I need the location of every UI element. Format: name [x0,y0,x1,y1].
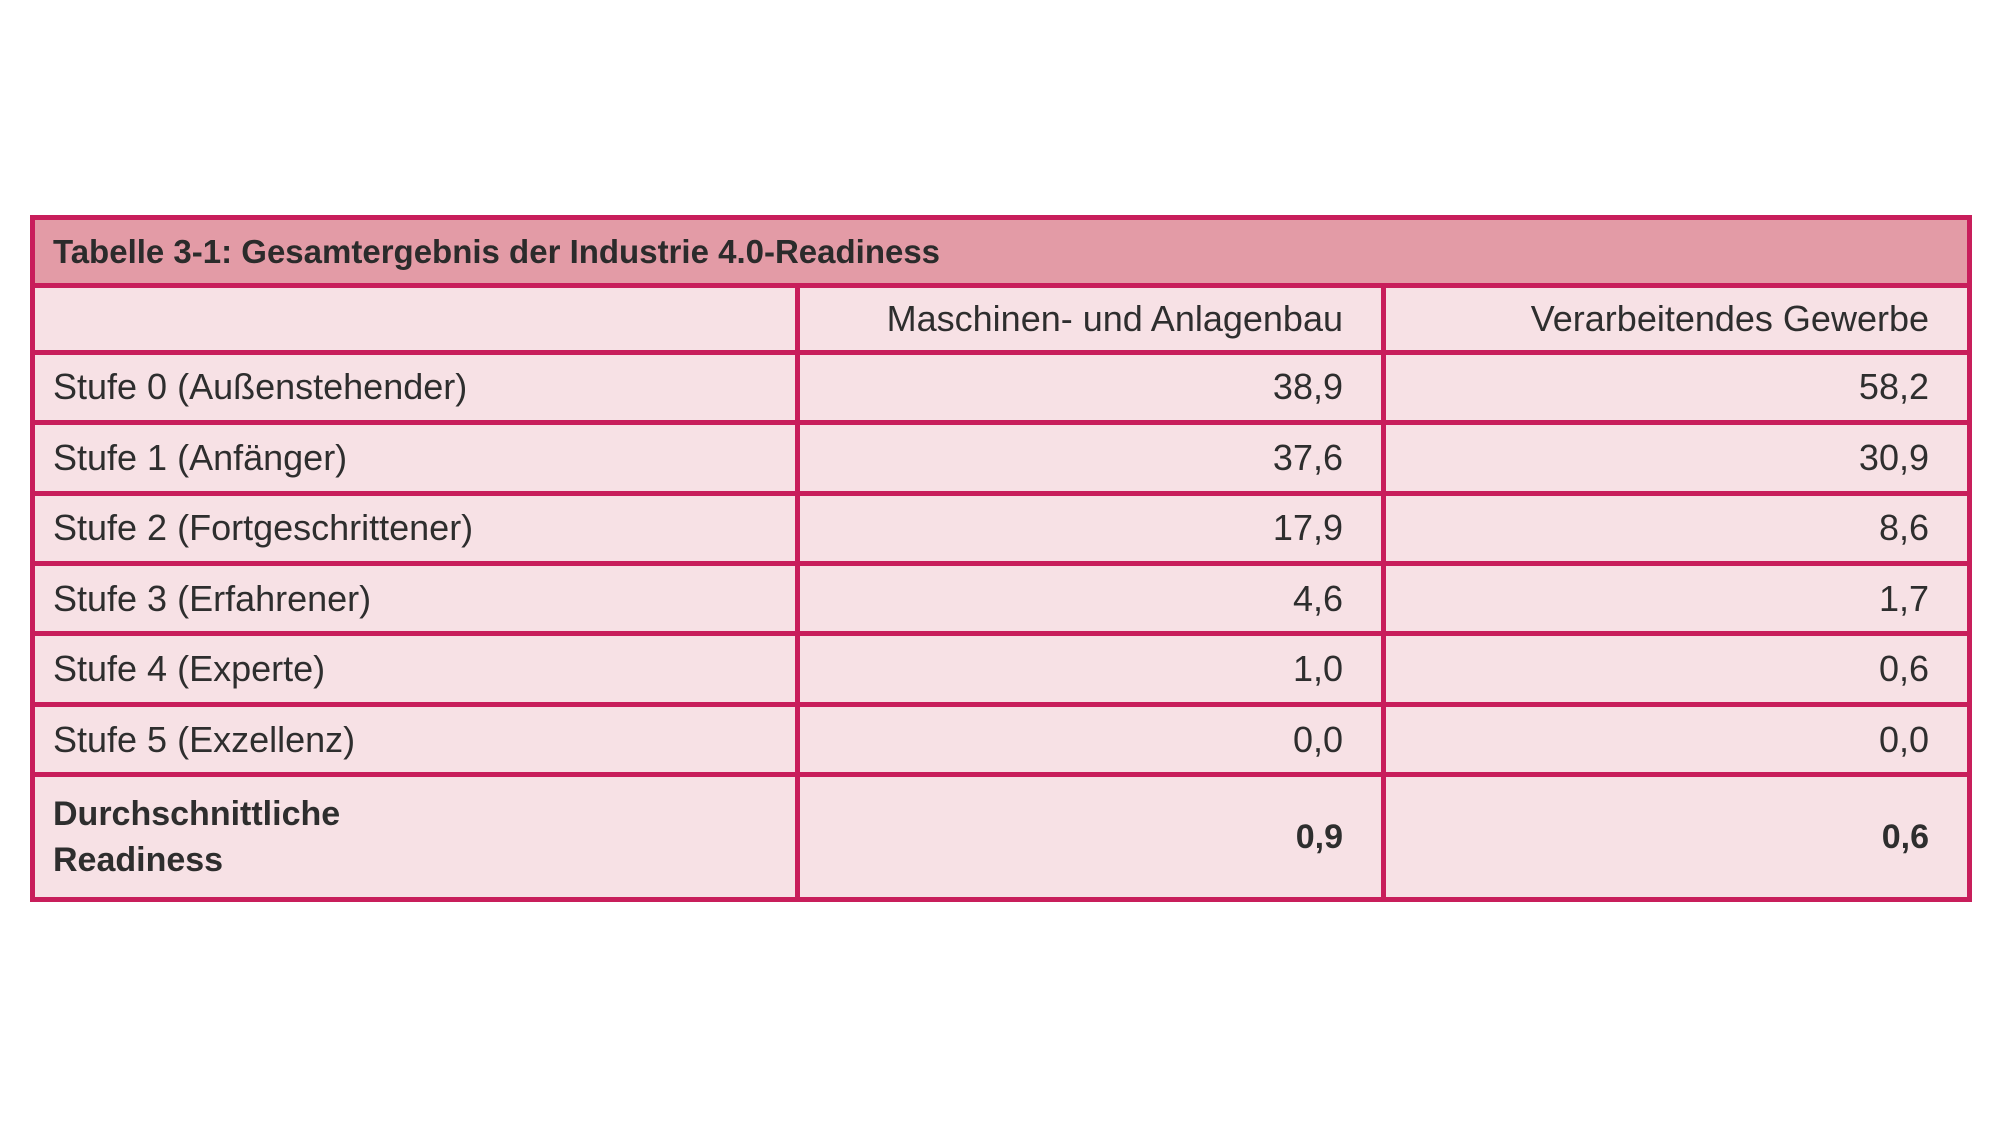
value-maschinenbau: 4,6 [800,566,1386,637]
header-verarbeitendes-gewerbe: Verarbeitendes Gewerbe [1386,288,1967,355]
total-label-line2: Readiness [53,841,224,880]
value-verarbeitendes-gewerbe: 8,6 [1386,495,1967,566]
table-header-row: Maschinen- und Anlagenbau Verarbeitendes… [35,288,1967,355]
table-row: Stufe 5 (Exzellenz) 0,0 0,0 [35,706,1967,778]
value-maschinenbau: 1,0 [800,636,1386,707]
table-title: Tabelle 3-1: Gesamtergebnis der Industri… [35,220,1967,289]
total-value-maschinenbau: 0,9 [800,777,1386,897]
table-row: Stufe 0 (Außenstehender) 38,9 58,2 [35,354,1967,426]
value-verarbeitendes-gewerbe: 58,2 [1386,354,1967,426]
table-row: Stufe 2 (Fortgeschrittener) 17,9 8,6 [35,495,1967,566]
total-label-line1: Durchschnittliche [53,795,341,834]
table-row: Stufe 3 (Erfahrener) 4,6 1,7 [35,566,1967,637]
readiness-table-grid: Tabelle 3-1: Gesamtergebnis der Industri… [35,220,1967,897]
row-label: Stufe 0 (Außenstehender) [35,354,800,426]
table-title-row: Tabelle 3-1: Gesamtergebnis der Industri… [35,220,1967,289]
total-label: Durchschnittliche Readiness [35,777,800,897]
row-label: Stufe 3 (Erfahrener) [35,566,800,637]
table-row: Stufe 1 (Anfänger) 37,6 30,9 [35,425,1967,496]
table-total-row: Durchschnittliche Readiness 0,9 0,6 [35,777,1967,897]
value-maschinenbau: 0,0 [800,706,1386,778]
row-label: Stufe 4 (Experte) [35,636,800,707]
value-verarbeitendes-gewerbe: 0,0 [1386,706,1967,778]
value-maschinenbau: 37,6 [800,425,1386,496]
row-label: Stufe 1 (Anfänger) [35,425,800,496]
row-label: Stufe 2 (Fortgeschrittener) [35,495,800,566]
total-value-verarbeitendes-gewerbe: 0,6 [1386,777,1967,897]
value-verarbeitendes-gewerbe: 30,9 [1386,425,1967,496]
table-row: Stufe 4 (Experte) 1,0 0,6 [35,636,1967,707]
row-label: Stufe 5 (Exzellenz) [35,706,800,778]
value-maschinenbau: 38,9 [800,354,1386,426]
header-empty-cell [35,288,800,355]
header-maschinen-anlagenbau: Maschinen- und Anlagenbau [800,288,1386,355]
value-verarbeitendes-gewerbe: 1,7 [1386,566,1967,637]
readiness-table: Tabelle 3-1: Gesamtergebnis der Industri… [30,215,1972,902]
value-maschinenbau: 17,9 [800,495,1386,566]
value-verarbeitendes-gewerbe: 0,6 [1386,636,1967,707]
